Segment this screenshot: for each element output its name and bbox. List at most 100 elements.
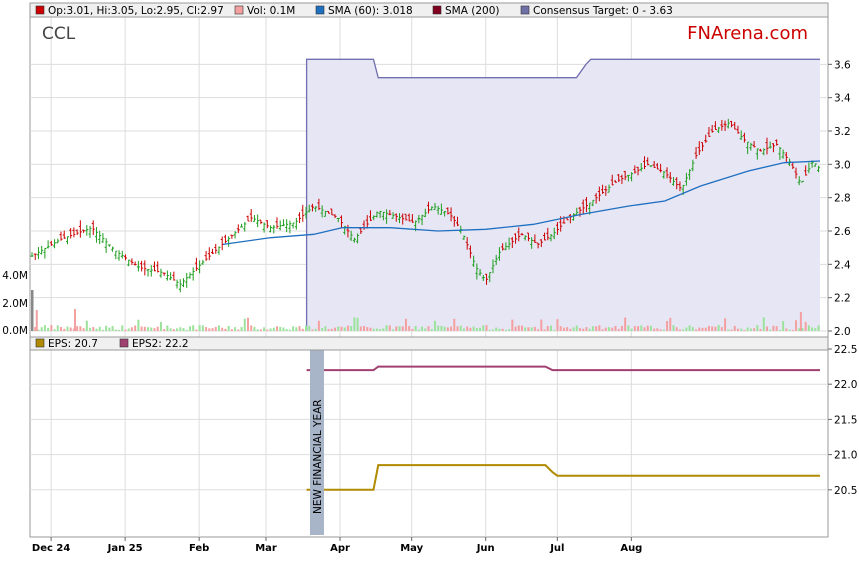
volume-bar	[475, 327, 478, 331]
volume-bar	[353, 317, 356, 331]
volume-bar	[775, 326, 778, 331]
volume-bar	[31, 290, 34, 331]
volume-bar	[749, 328, 752, 331]
y-tick-label: 21.0	[834, 450, 857, 462]
volume-bar	[543, 329, 546, 331]
volume-bar	[675, 327, 678, 331]
volume-bar	[321, 328, 324, 331]
volume-bar	[479, 327, 482, 331]
legend-label: Op:3.01, Hi:3.05, Lo:2.95, Cl:2.97	[48, 5, 224, 17]
volume-bar	[137, 319, 140, 331]
volume-bar	[340, 326, 343, 331]
volume-bar	[446, 327, 449, 331]
volume-bar	[163, 329, 166, 331]
volume-bar	[659, 329, 662, 331]
y-tick-label: 22.5	[834, 344, 857, 356]
volume-bar	[89, 327, 92, 331]
y-tick-label: 3.2	[834, 126, 851, 138]
volume-bar	[337, 326, 340, 331]
volume-bar	[221, 327, 224, 331]
volume-bar	[147, 327, 150, 331]
volume-bar	[746, 327, 749, 331]
volume-bar	[662, 329, 665, 331]
volume-bar	[559, 326, 562, 331]
volume-bar	[488, 329, 491, 331]
volume-bar	[688, 325, 691, 331]
y-tick-label: 2.2	[834, 293, 851, 305]
volume-bar	[466, 326, 469, 331]
volume-bar	[472, 326, 475, 331]
x-tick-label: Jan 25	[107, 543, 143, 554]
volume-bar	[807, 325, 810, 331]
volume-bar	[701, 327, 704, 331]
volume-bar	[398, 326, 401, 331]
volume-bar	[43, 325, 46, 331]
volume-bar	[562, 327, 565, 331]
volume-bar	[35, 310, 38, 331]
volume-bar	[192, 325, 195, 331]
volume-bar	[98, 326, 101, 331]
sma60-line	[222, 160, 821, 245]
volume-bar	[395, 326, 398, 331]
volume-bar	[756, 325, 759, 331]
volume-bar	[198, 325, 201, 331]
volume-bar	[653, 328, 656, 331]
ticker-label: CCL	[42, 24, 76, 44]
volume-bar	[250, 325, 253, 331]
legend-bar-top	[29, 2, 829, 18]
volume-bar	[630, 328, 633, 331]
volume-bar	[624, 317, 627, 331]
legend-bar-bottom	[29, 336, 829, 351]
volume-bar	[553, 329, 556, 331]
x-tick-label: Jul	[549, 543, 564, 554]
x-tick-label: May	[400, 543, 423, 554]
volume-bar	[788, 329, 791, 331]
volume-bar	[427, 326, 430, 331]
volume-bar	[591, 326, 594, 331]
volume-bar	[324, 326, 327, 331]
volume-bar	[166, 325, 169, 331]
volume-bar	[798, 328, 801, 331]
volume-bar	[95, 328, 98, 331]
volume-bar	[666, 320, 669, 331]
legend-swatch	[315, 5, 325, 15]
y-tick-label: 20.5	[834, 485, 857, 497]
volume-bar	[314, 328, 317, 331]
volume-bar	[369, 327, 372, 331]
legend-label: Vol: 0.1M	[247, 5, 295, 17]
y-tick-label: 3.0	[834, 159, 851, 171]
volume-bar	[620, 325, 623, 331]
volume-bar	[292, 326, 295, 331]
volume-bar	[530, 327, 533, 331]
volume-bar	[266, 329, 269, 331]
volume-bar	[92, 327, 95, 331]
volume-bar	[743, 329, 746, 331]
volume-bar	[243, 318, 246, 331]
volume-bar	[375, 328, 378, 331]
volume-bar	[40, 327, 43, 331]
volume-bar	[611, 327, 614, 331]
volume-bar	[685, 327, 688, 331]
volume-bar	[556, 319, 559, 331]
volume-bar	[211, 328, 214, 331]
volume-bar	[404, 318, 407, 331]
volume-bar	[301, 328, 304, 331]
volume-bar	[72, 328, 75, 331]
volume-bar	[85, 320, 88, 331]
eps-series-line	[306, 464, 820, 491]
volume-bar	[485, 325, 488, 331]
volume-bar	[269, 328, 272, 331]
volume-bar	[388, 325, 391, 331]
volume-bar	[601, 329, 604, 331]
volume-bar	[795, 320, 798, 331]
volume-bar	[782, 321, 785, 331]
volume-bar	[724, 318, 727, 331]
volume-bar	[188, 326, 191, 331]
eps-series-line	[306, 365, 820, 372]
volume-bar	[408, 326, 411, 331]
volume-bar	[608, 327, 611, 331]
volume-bar	[717, 325, 720, 331]
volume-bar	[60, 326, 63, 331]
volume-bar	[356, 317, 359, 331]
